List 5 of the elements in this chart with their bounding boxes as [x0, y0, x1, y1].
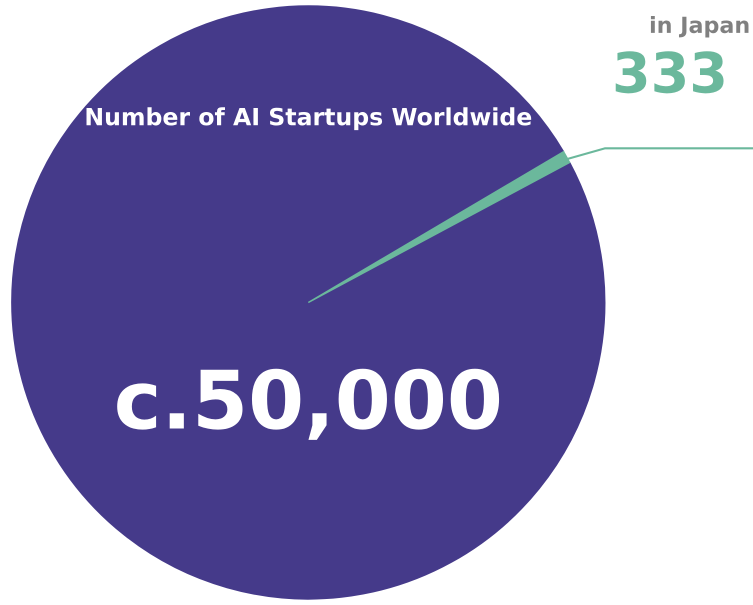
- text: Number of AI Startups Worldwide: [86, 107, 532, 130]
- data-label: c.50,000: [117, 368, 500, 440]
- data-label: 333: [616, 51, 724, 94]
- slice-label: in Japan: [650, 16, 748, 38]
- pie-slice: [11, 5, 606, 600]
